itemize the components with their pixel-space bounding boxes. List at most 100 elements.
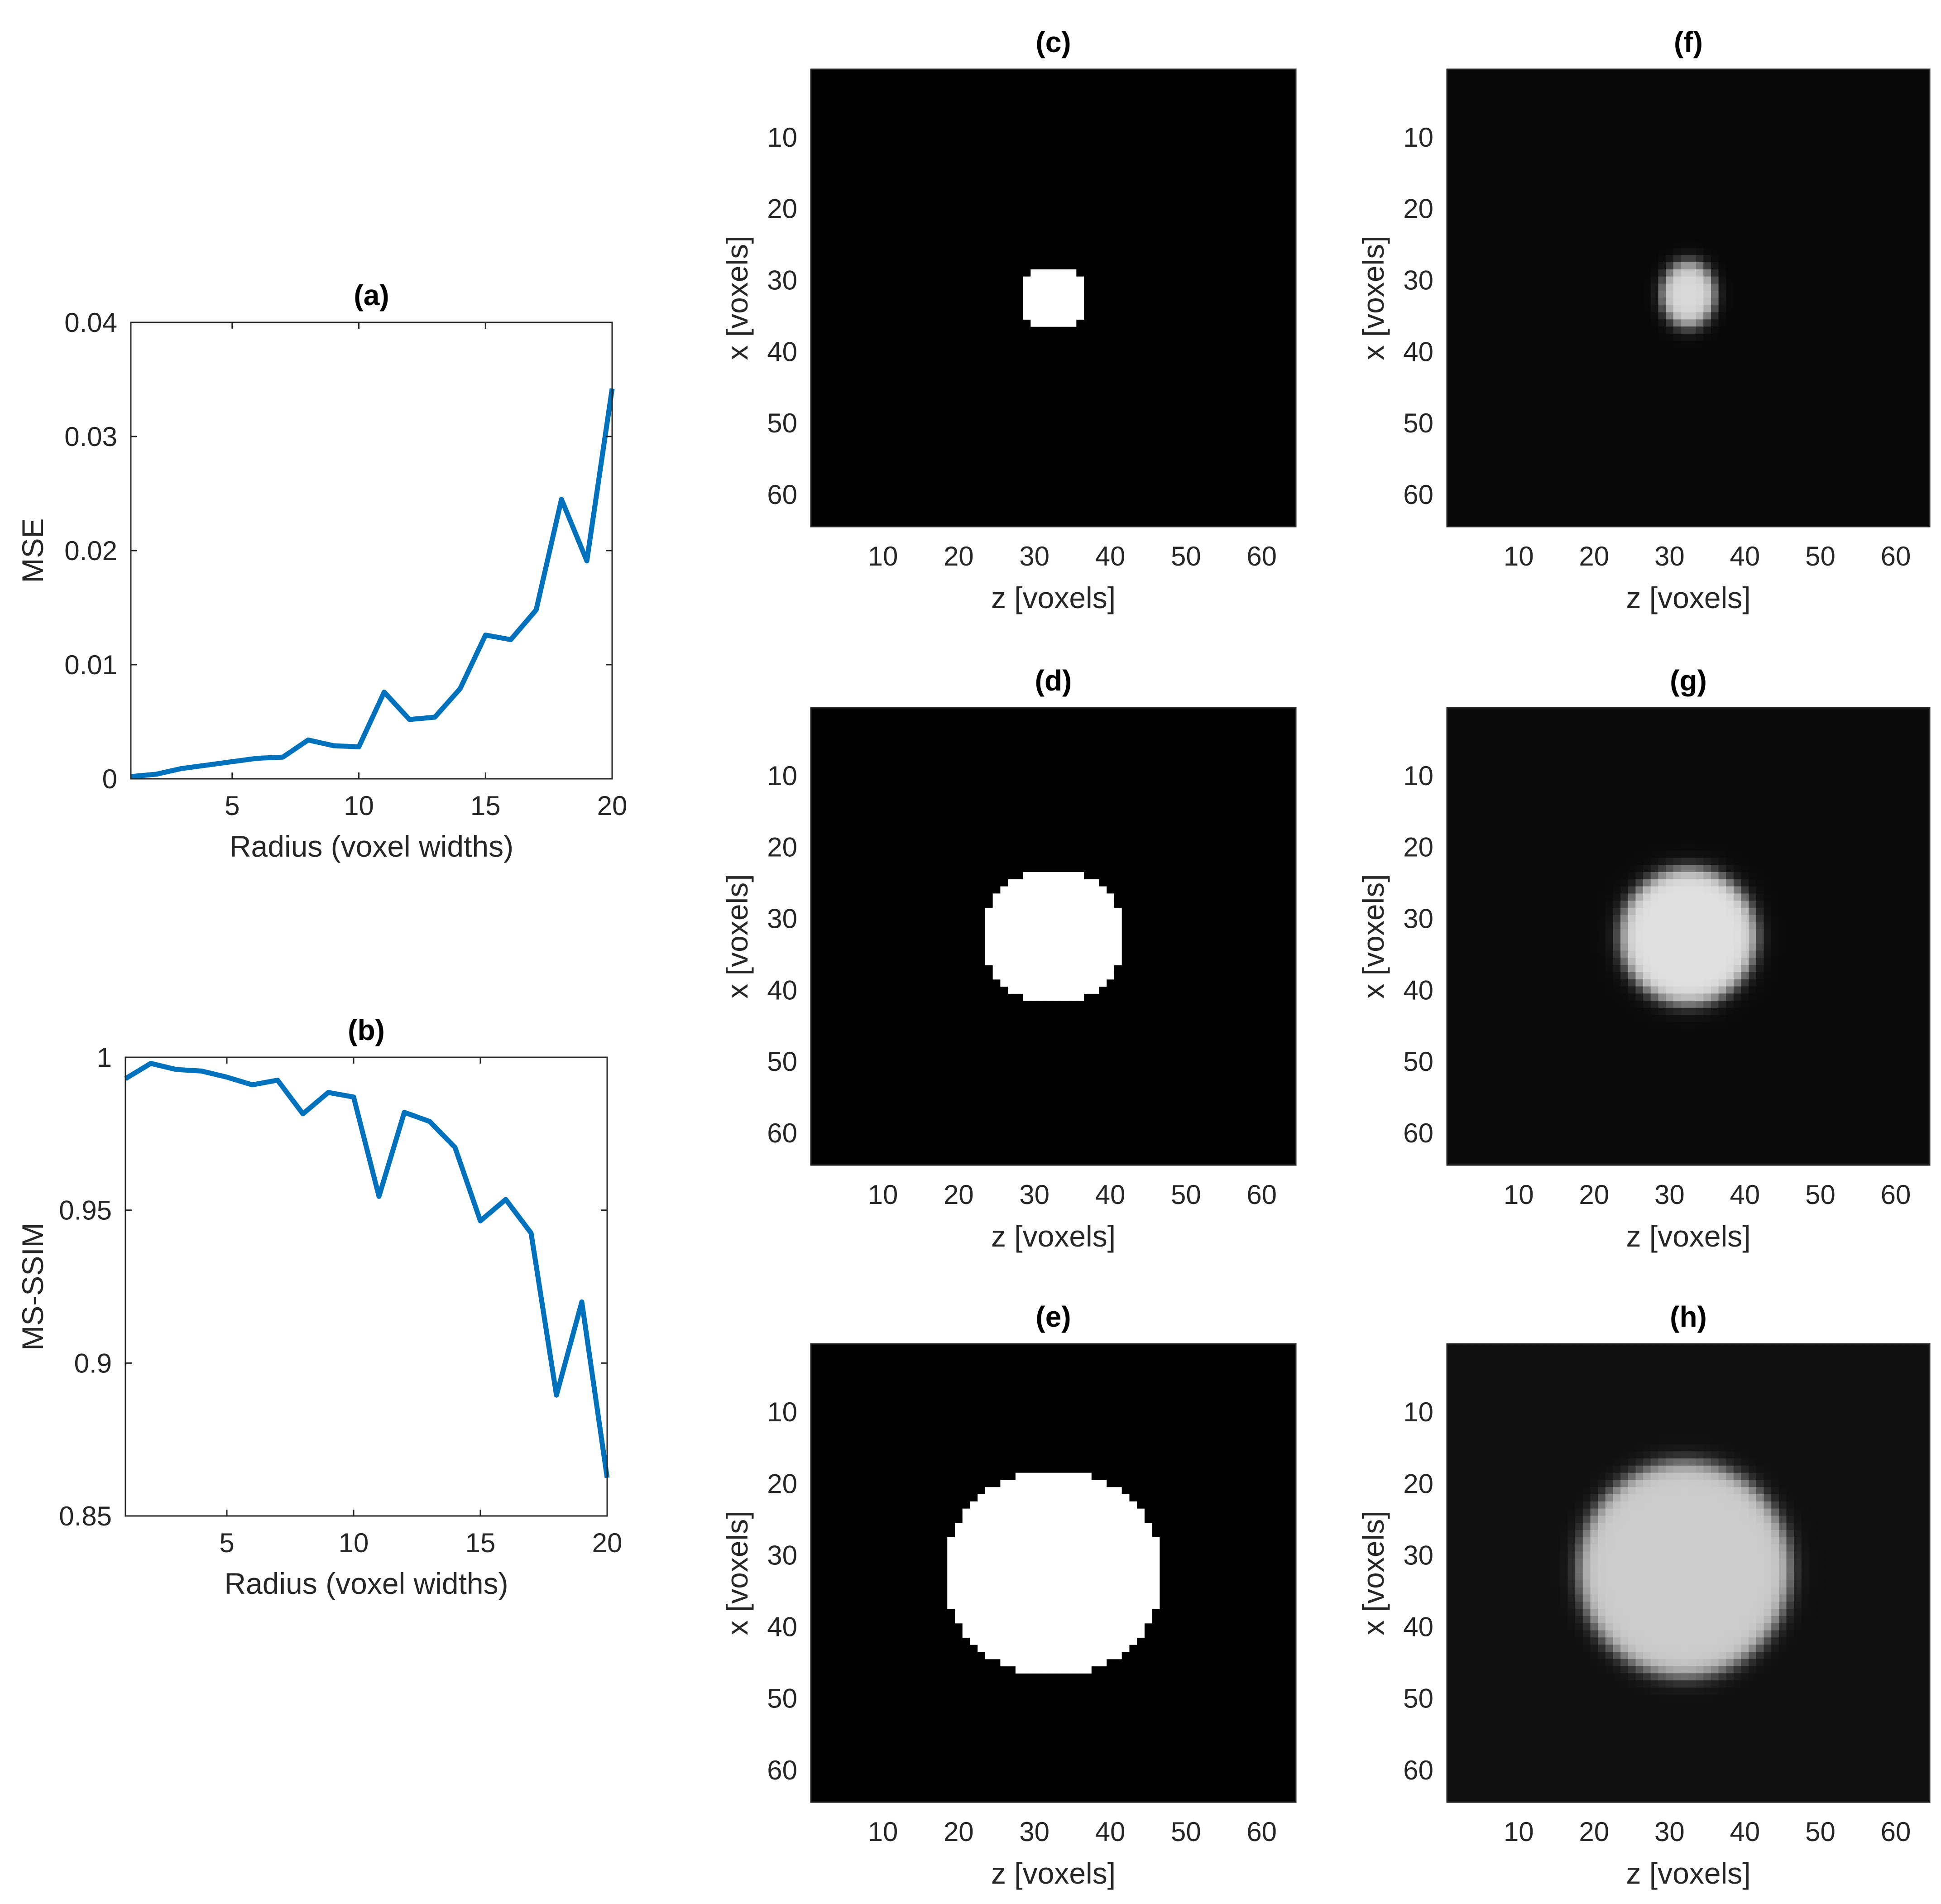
image-cell [1854,148,1862,155]
image-cell [1560,262,1568,270]
image-cell [1537,233,1546,241]
image-cell [1749,262,1757,270]
image-cell [1030,1516,1039,1523]
image-cell [1877,176,1885,184]
image-cell [1553,433,1561,441]
image-cell [1553,376,1561,384]
image-cell [1462,276,1470,284]
image-cell [1862,476,1870,484]
image-cell [1447,448,1455,456]
image-cell [1030,1637,1039,1645]
image-cell [1869,205,1878,213]
image-cell [1809,362,1817,370]
image-cell [1801,176,1810,184]
image-cell [1635,248,1644,255]
image-cell [1801,298,1810,306]
image-cell [1106,950,1114,958]
image-cell [1030,1537,1039,1545]
image-cell [1553,198,1561,206]
image-cell [1816,248,1825,255]
image-cell [1854,198,1862,206]
image-cell [1650,219,1658,227]
image-cell [1530,112,1538,120]
image-cell [1824,441,1832,449]
x-tick-label: 50 [1171,1817,1201,1847]
image-cell [1507,269,1515,277]
image-cell [1620,291,1629,298]
image-cell [1733,326,1742,334]
image-cell [1553,391,1561,398]
image-cell [1681,369,1689,377]
image-cell [1575,112,1583,120]
image-cell [1628,362,1636,370]
image-cell [1635,341,1644,349]
image-cell [1681,119,1689,127]
image-cell [1666,112,1674,120]
image-cell [1613,348,1621,355]
image-cell [1106,958,1114,965]
image-cell [1778,248,1787,255]
image-cell [1907,91,1915,98]
image-cell [1469,398,1478,406]
image-cell [1771,362,1779,370]
image-cell [1530,233,1538,241]
image-cell [1469,226,1478,234]
image-cell [1711,169,1719,177]
image-cell [1666,269,1674,277]
image-cell [1530,176,1538,184]
image-cell [1749,355,1757,363]
image-cell [1809,191,1817,198]
image-cell [1492,98,1500,106]
image-cell [1447,333,1455,341]
image-cell [1462,169,1470,177]
image-cell [1749,455,1757,463]
image-cell [1711,469,1719,477]
image-cell [1749,433,1757,441]
image-cell [1643,240,1651,249]
image-cell [985,1594,993,1602]
image-cell [1756,69,1764,77]
image-cell [1816,326,1825,334]
image-cell [1869,112,1878,120]
image-cell [1764,134,1772,141]
image-cell [1477,248,1485,255]
image-cell [1688,134,1697,141]
image-cell [1567,248,1576,255]
image-cell [1492,112,1500,120]
image-cell [1575,198,1583,206]
image-cell [1068,993,1077,1001]
image-cell [1106,936,1114,944]
image-cell [1030,269,1039,277]
image-cell [1507,191,1515,198]
image-cell [1590,205,1598,213]
image-cell [1575,427,1583,434]
image-cell [985,1508,993,1516]
image-cell [1756,405,1764,413]
image-cell [1008,1523,1016,1530]
image-cell [1605,391,1614,398]
image-cell [1884,205,1893,213]
image-cell [1831,312,1840,320]
image-cell [1083,936,1092,944]
image-cell [1816,162,1825,170]
y-tick-label: 0.04 [64,307,117,338]
image-cell [1801,148,1810,155]
image-cell [1469,384,1478,391]
image-cell [978,1630,986,1638]
image-cell [1575,341,1583,349]
image-cell [1650,155,1658,163]
image-cell [1492,498,1500,506]
image-cell [1068,1559,1077,1566]
image-cell [1522,391,1530,398]
image-cell [1922,484,1930,491]
image-cell [1914,212,1922,220]
image-cell [1869,298,1878,306]
image-cell [1530,205,1538,213]
image-cell [1628,191,1636,198]
image-cell [1462,412,1470,420]
image-cell [1537,262,1546,270]
image-cell [992,1630,1001,1638]
image-cell [1477,76,1485,84]
image-cell [1877,105,1885,113]
image-cell [1129,1616,1137,1624]
